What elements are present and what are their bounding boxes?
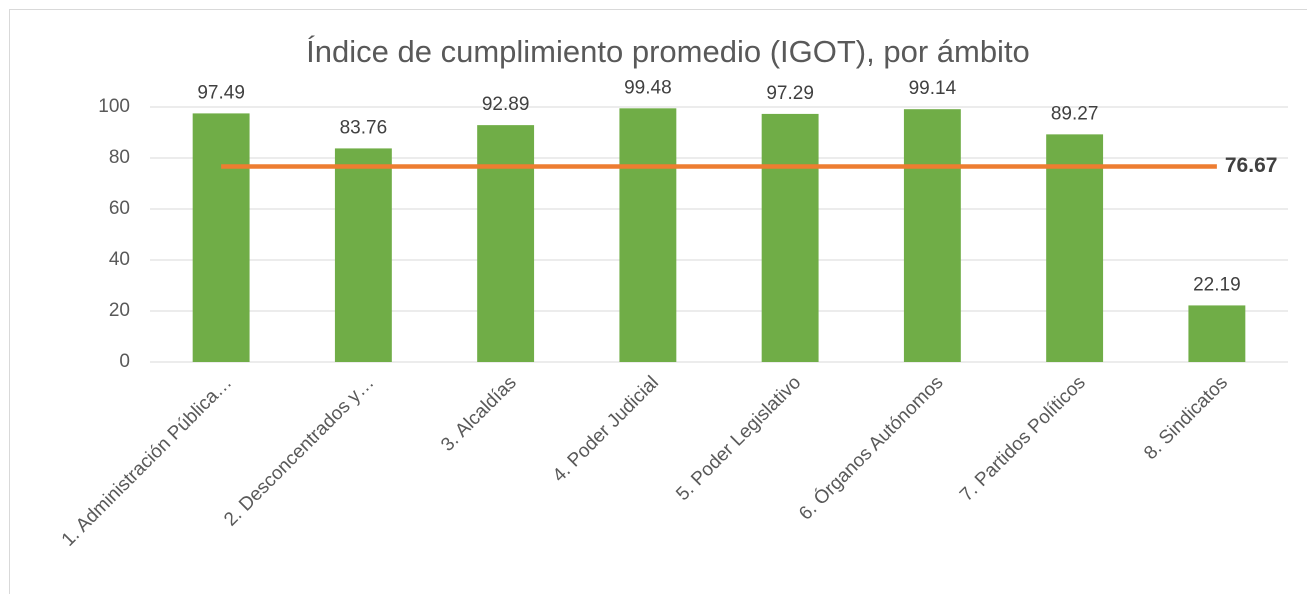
- data-label: 92.89: [482, 94, 530, 115]
- bar: [619, 108, 677, 363]
- y-tick-label: 40: [109, 249, 130, 270]
- data-label: 83.76: [340, 117, 388, 138]
- chart-title: Índice de cumplimiento promedio (IGOT), …: [306, 34, 1030, 69]
- data-label: 97.49: [197, 82, 245, 103]
- y-tick-label: 100: [98, 96, 130, 117]
- data-label: 99.14: [909, 78, 957, 99]
- bar: [477, 125, 535, 363]
- y-tick-label: 20: [109, 300, 130, 321]
- y-tick-label: 80: [109, 147, 130, 168]
- data-label: 97.29: [766, 83, 814, 104]
- data-label: 99.48: [624, 77, 672, 98]
- y-tick-label: 60: [109, 198, 130, 219]
- y-tick-label: 0: [119, 351, 130, 372]
- bar: [761, 113, 819, 363]
- data-label: 89.27: [1051, 103, 1099, 124]
- bar: [192, 113, 250, 362]
- bar: [1188, 305, 1246, 362]
- bar: [903, 109, 961, 363]
- reference-label: 76.67: [1225, 154, 1278, 177]
- bar: [1046, 134, 1104, 362]
- data-label: 22.19: [1193, 274, 1241, 295]
- bar: [334, 148, 392, 362]
